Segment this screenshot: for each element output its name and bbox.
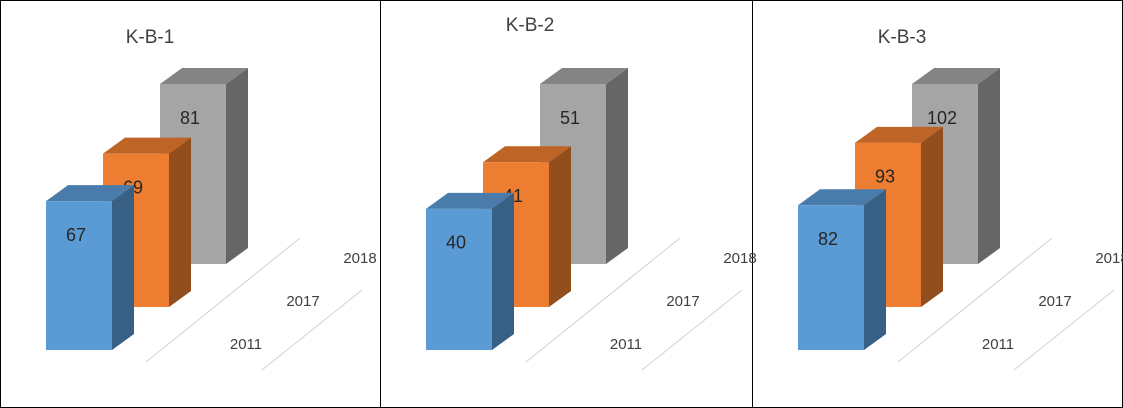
bar-side	[606, 68, 628, 264]
bar-top	[912, 68, 1000, 84]
value-label: 67	[66, 225, 86, 245]
value-label: 81	[180, 108, 200, 128]
floor-line	[525, 237, 681, 363]
bar-top	[103, 137, 191, 154]
value-label: 93	[875, 167, 895, 187]
category-label: 2011	[610, 336, 642, 353]
bar-side	[864, 189, 886, 350]
category-label: 2011	[982, 336, 1014, 353]
value-label: 102	[927, 108, 957, 128]
floor-line	[641, 289, 743, 371]
bar-side	[492, 192, 514, 350]
category-label: 2018	[1095, 250, 1123, 267]
bar-side	[169, 137, 191, 307]
bar	[426, 208, 492, 350]
bar-top	[160, 68, 248, 84]
bar	[46, 201, 112, 350]
bar-top	[540, 68, 628, 84]
bar-top	[855, 126, 943, 143]
category-label: 2018	[723, 250, 756, 267]
bar-top	[798, 189, 886, 206]
chart-title: K-B-3	[878, 27, 927, 48]
bar-side	[112, 185, 134, 350]
floor-line	[1013, 289, 1115, 371]
category-label: 2017	[1038, 293, 1071, 310]
bar-top	[46, 185, 134, 202]
floor-line	[145, 237, 301, 363]
floor-line	[897, 237, 1053, 363]
value-label: 51	[560, 108, 580, 128]
bar-side	[226, 68, 248, 264]
bar-side	[549, 146, 571, 307]
category-label: 2017	[286, 293, 319, 310]
bar-side	[978, 68, 1000, 264]
category-label: 2011	[230, 336, 262, 353]
value-label: 40	[446, 233, 466, 253]
bar	[798, 205, 864, 350]
bar-top	[483, 146, 571, 163]
bar-side	[921, 126, 943, 307]
chart-title: K-B-2	[506, 15, 555, 36]
category-label: 2018	[343, 250, 376, 267]
chart-title: K-B-1	[126, 27, 175, 48]
floor-line	[261, 289, 363, 371]
category-label: 2017	[666, 293, 699, 310]
bar-top	[426, 192, 514, 209]
value-label: 82	[818, 229, 838, 249]
